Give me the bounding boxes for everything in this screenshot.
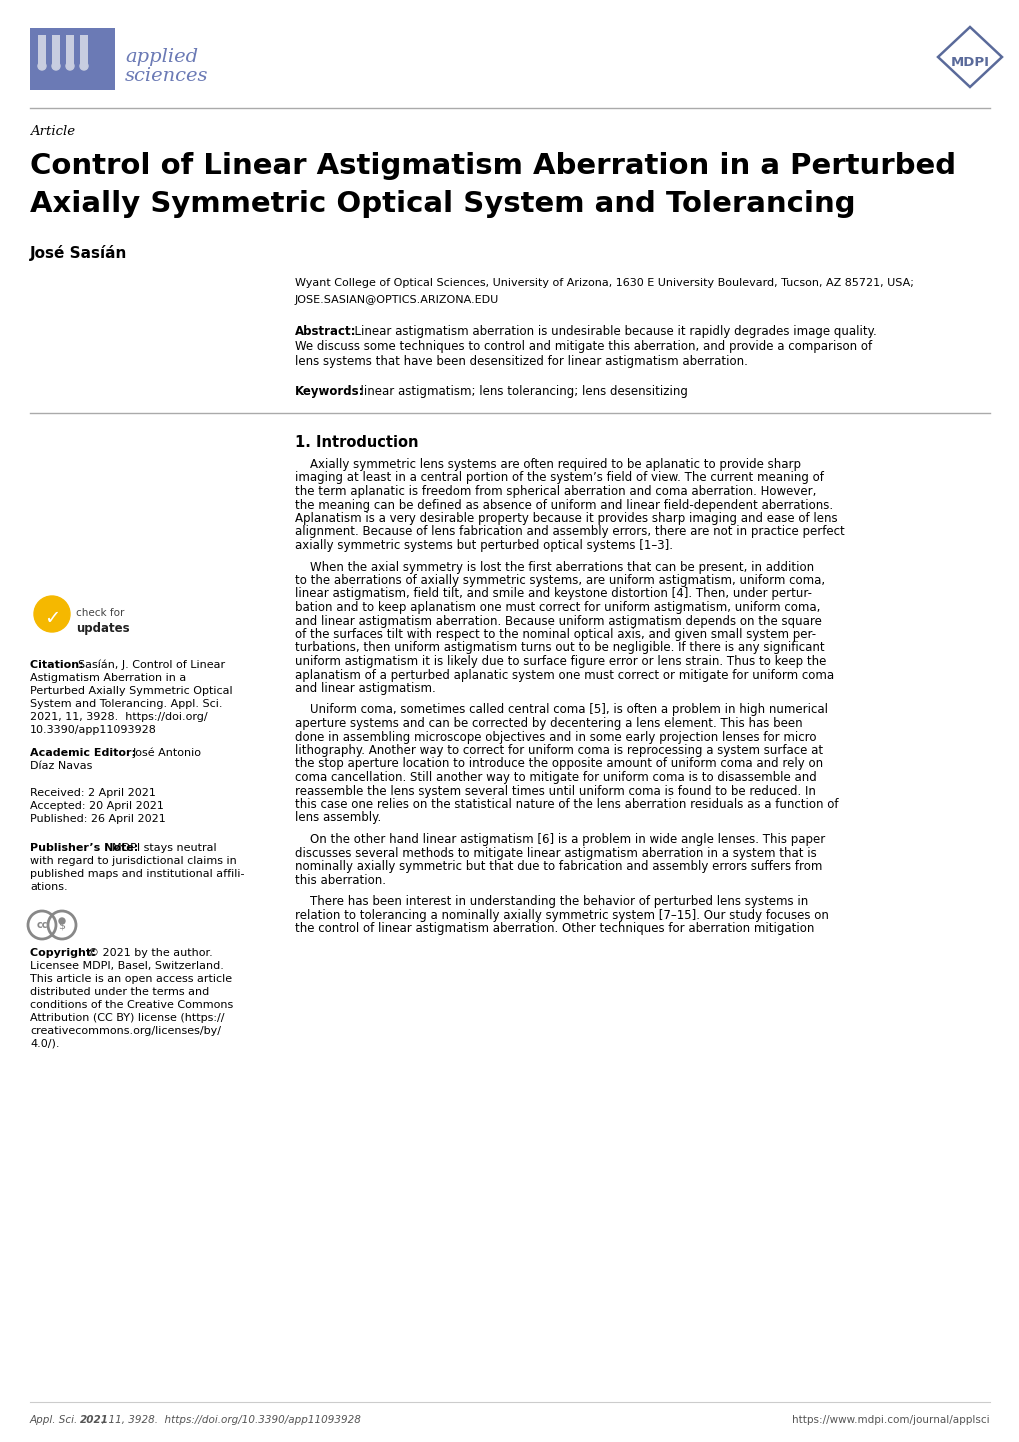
Text: JOSE.SASIAN@OPTICS.ARIZONA.EDU: JOSE.SASIAN@OPTICS.ARIZONA.EDU <box>294 296 498 306</box>
Text: Linear astigmatism aberration is undesirable because it rapidly degrades image q: Linear astigmatism aberration is undesir… <box>346 324 876 337</box>
Text: bation and to keep aplanatism one must correct for uniform astigmatism, uniform : bation and to keep aplanatism one must c… <box>294 601 819 614</box>
Text: linear astigmatism, field tilt, and smile and keystone distortion [4]. Then, und: linear astigmatism, field tilt, and smil… <box>294 587 811 600</box>
Text: Axially Symmetric Optical System and Tolerancing: Axially Symmetric Optical System and Tol… <box>30 190 855 218</box>
Text: Citation:: Citation: <box>30 660 88 671</box>
Text: Appl. Sci.: Appl. Sci. <box>30 1415 82 1425</box>
Text: coma cancellation. Still another way to mitigate for uniform coma is to disassem: coma cancellation. Still another way to … <box>294 771 816 784</box>
Text: reassemble the lens system several times until uniform coma is found to be reduc: reassemble the lens system several times… <box>294 784 815 797</box>
Text: of the surfaces tilt with respect to the nominal optical axis, and given small s: of the surfaces tilt with respect to the… <box>294 629 815 642</box>
Text: nominally axially symmetric but that due to fabrication and assembly errors suff: nominally axially symmetric but that due… <box>294 859 821 872</box>
Text: lens systems that have been desensitized for linear astigmatism aberration.: lens systems that have been desensitized… <box>294 355 747 368</box>
Text: the stop aperture location to introduce the opposite amount of uniform coma and : the stop aperture location to introduce … <box>294 757 822 770</box>
Text: Control of Linear Astigmatism Aberration in a Perturbed: Control of Linear Astigmatism Aberration… <box>30 151 955 180</box>
Text: https://www.mdpi.com/journal/applsci: https://www.mdpi.com/journal/applsci <box>792 1415 989 1425</box>
Text: distributed under the terms and: distributed under the terms and <box>30 986 209 996</box>
Text: the control of linear astigmatism aberration. Other techniques for aberration mi: the control of linear astigmatism aberra… <box>294 921 813 934</box>
Text: turbations, then uniform astigmatism turns out to be negligible. If there is any: turbations, then uniform astigmatism tur… <box>294 642 823 655</box>
Text: lens assembly.: lens assembly. <box>294 812 381 825</box>
Text: Publisher’s Note:: Publisher’s Note: <box>30 844 142 854</box>
Text: alignment. Because of lens fabrication and assembly errors, there are not in pra: alignment. Because of lens fabrication a… <box>294 525 844 538</box>
FancyBboxPatch shape <box>79 35 88 65</box>
Circle shape <box>79 62 88 71</box>
Text: check for: check for <box>76 609 124 619</box>
Text: Accepted: 20 April 2021: Accepted: 20 April 2021 <box>30 800 164 810</box>
Text: There has been interest in understanding the behavior of perturbed lens systems : There has been interest in understanding… <box>294 895 807 908</box>
Text: aperture systems and can be corrected by decentering a lens element. This has be: aperture systems and can be corrected by… <box>294 717 802 730</box>
Text: updates: updates <box>76 622 129 634</box>
Text: 2021: 2021 <box>79 1415 109 1425</box>
Circle shape <box>59 919 65 924</box>
Text: lithography. Another way to correct for uniform coma is reprocessing a system su: lithography. Another way to correct for … <box>294 744 822 757</box>
Text: 4.0/).: 4.0/). <box>30 1040 59 1048</box>
Text: 10.3390/app11093928: 10.3390/app11093928 <box>30 725 157 735</box>
Text: Licensee MDPI, Basel, Switzerland.: Licensee MDPI, Basel, Switzerland. <box>30 960 223 970</box>
Text: We discuss some techniques to control and mitigate this aberration, and provide : We discuss some techniques to control an… <box>294 340 871 353</box>
Text: the term aplanatic is freedom from spherical aberration and coma aberration. How: the term aplanatic is freedom from spher… <box>294 485 815 497</box>
Text: Perturbed Axially Symmetric Optical: Perturbed Axially Symmetric Optical <box>30 686 232 696</box>
Text: conditions of the Creative Commons: conditions of the Creative Commons <box>30 999 233 1009</box>
Text: $: $ <box>58 920 65 930</box>
Text: Wyant College of Optical Sciences, University of Arizona, 1630 E University Boul: Wyant College of Optical Sciences, Unive… <box>294 278 913 288</box>
Text: , 11, 3928.  https://doi.org/10.3390/app11093928: , 11, 3928. https://doi.org/10.3390/app1… <box>102 1415 361 1425</box>
Text: MDPI: MDPI <box>950 55 988 69</box>
Text: © 2021 by the author.: © 2021 by the author. <box>88 947 213 957</box>
Text: MDPI stays neutral: MDPI stays neutral <box>112 844 216 854</box>
Text: axially symmetric systems but perturbed optical systems [1–3].: axially symmetric systems but perturbed … <box>294 539 673 552</box>
Circle shape <box>66 62 74 71</box>
Text: linear astigmatism; lens tolerancing; lens desensitizing: linear astigmatism; lens tolerancing; le… <box>353 385 687 398</box>
Text: Published: 26 April 2021: Published: 26 April 2021 <box>30 813 166 823</box>
Text: Abstract:: Abstract: <box>294 324 357 337</box>
Text: Received: 2 April 2021: Received: 2 April 2021 <box>30 787 156 797</box>
Text: done in assembling microscope objectives and in some early projection lenses for: done in assembling microscope objectives… <box>294 731 815 744</box>
Text: and linear astigmatism aberration. Because uniform astigmatism depends on the sq: and linear astigmatism aberration. Becau… <box>294 614 821 627</box>
Text: creativecommons.org/licenses/by/: creativecommons.org/licenses/by/ <box>30 1027 221 1035</box>
Text: imaging at least in a central portion of the system’s field of view. The current: imaging at least in a central portion of… <box>294 472 823 485</box>
Text: Díaz Navas: Díaz Navas <box>30 761 93 771</box>
Text: ✓: ✓ <box>44 609 60 627</box>
Text: Aplanatism is a very desirable property because it provides sharp imaging and ea: Aplanatism is a very desirable property … <box>294 512 837 525</box>
Text: relation to tolerancing a nominally axially symmetric system [7–15]. Our study f: relation to tolerancing a nominally axia… <box>294 908 828 921</box>
Text: with regard to jurisdictional claims in: with regard to jurisdictional claims in <box>30 857 236 867</box>
Text: Academic Editor:: Academic Editor: <box>30 748 140 758</box>
Circle shape <box>38 62 46 71</box>
Text: 2021, 11, 3928.  https://doi.org/: 2021, 11, 3928. https://doi.org/ <box>30 712 208 722</box>
FancyBboxPatch shape <box>38 35 46 65</box>
Text: José Sasíán: José Sasíán <box>30 245 127 261</box>
Text: When the axial symmetry is lost the first aberrations that can be present, in ad: When the axial symmetry is lost the firs… <box>294 561 813 574</box>
Text: and linear astigmatism.: and linear astigmatism. <box>294 682 435 695</box>
Text: the meaning can be defined as absence of uniform and linear field-dependent aber: the meaning can be defined as absence of… <box>294 499 833 512</box>
Text: published maps and institutional affili-: published maps and institutional affili- <box>30 870 245 880</box>
Text: cc: cc <box>37 920 48 930</box>
FancyBboxPatch shape <box>52 35 60 65</box>
Text: to the aberrations of axially symmetric systems, are uniform astigmatism, unifor: to the aberrations of axially symmetric … <box>294 574 824 587</box>
Text: Sasíán, J. Control of Linear: Sasíán, J. Control of Linear <box>77 660 225 671</box>
FancyBboxPatch shape <box>66 35 74 65</box>
Text: sciences: sciences <box>125 66 208 85</box>
Text: Axially symmetric lens systems are often required to be aplanatic to provide sha: Axially symmetric lens systems are often… <box>294 459 800 472</box>
Text: applied: applied <box>125 48 198 66</box>
Text: discusses several methods to mitigate linear astigmatism aberration in a system : discusses several methods to mitigate li… <box>294 846 816 859</box>
FancyBboxPatch shape <box>30 27 115 89</box>
Text: uniform astigmatism it is likely due to surface figure error or lens strain. Thu: uniform astigmatism it is likely due to … <box>294 655 825 668</box>
Circle shape <box>34 596 70 632</box>
Text: 1. Introduction: 1. Introduction <box>294 435 418 450</box>
Text: this case one relies on the statistical nature of the lens aberration residuals : this case one relies on the statistical … <box>294 797 838 810</box>
Text: This article is an open access article: This article is an open access article <box>30 973 232 983</box>
Text: Keywords:: Keywords: <box>294 385 364 398</box>
Text: Uniform coma, sometimes called central coma [5], is often a problem in high nume: Uniform coma, sometimes called central c… <box>294 704 827 717</box>
Text: this aberration.: this aberration. <box>294 874 385 887</box>
Text: System and Tolerancing. Appl. Sci.: System and Tolerancing. Appl. Sci. <box>30 699 222 709</box>
Text: Attribution (CC BY) license (https://: Attribution (CC BY) license (https:// <box>30 1012 224 1022</box>
Text: Copyright:: Copyright: <box>30 947 100 957</box>
Text: Article: Article <box>30 125 75 138</box>
Text: aplanatism of a perturbed aplanatic system one must correct or mitigate for unif: aplanatism of a perturbed aplanatic syst… <box>294 669 834 682</box>
Circle shape <box>52 62 60 71</box>
Text: José Antonio: José Antonio <box>132 748 202 758</box>
Text: ations.: ations. <box>30 883 67 893</box>
Text: On the other hand linear astigmatism [6] is a problem in wide angle lenses. This: On the other hand linear astigmatism [6]… <box>294 833 824 846</box>
Text: Astigmatism Aberration in a: Astigmatism Aberration in a <box>30 673 186 684</box>
